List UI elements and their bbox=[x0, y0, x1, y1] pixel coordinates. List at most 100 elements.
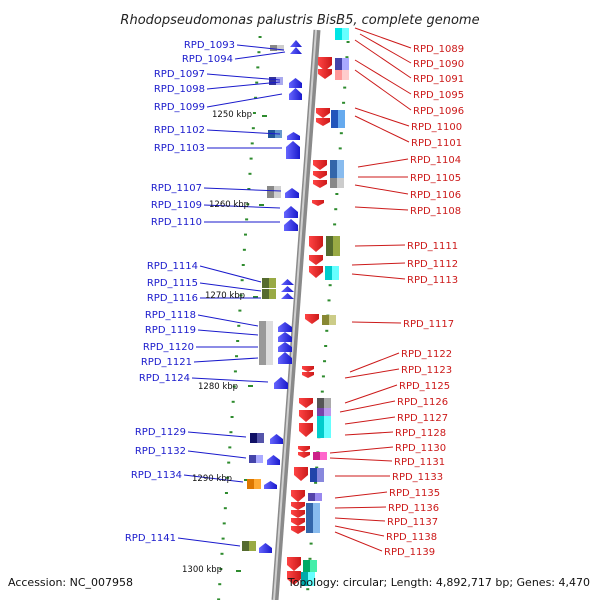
reverse-gene-arrow bbox=[318, 57, 332, 71]
gene-label-right[interactable]: RPD_1105 bbox=[410, 173, 461, 184]
feature-box bbox=[303, 560, 310, 572]
scale-tick bbox=[248, 385, 253, 387]
reverse-gene-arrow bbox=[313, 180, 327, 188]
gene-label-right[interactable]: RPD_1128 bbox=[395, 428, 446, 439]
gene-label-right[interactable]: RPD_1112 bbox=[407, 259, 458, 270]
gene-label-right[interactable]: RPD_1127 bbox=[397, 413, 448, 424]
gene-label-right[interactable]: RPD_1117 bbox=[403, 319, 454, 330]
leader-line bbox=[206, 129, 281, 135]
tick-mark bbox=[224, 492, 228, 494]
tick-mark bbox=[345, 56, 349, 59]
gene-label-right[interactable]: RPD_1122 bbox=[401, 349, 452, 360]
gene-label-left[interactable]: RPD_1129 bbox=[135, 427, 186, 438]
gene-label-left[interactable]: RPD_1116 bbox=[147, 293, 198, 304]
tick-mark bbox=[250, 142, 254, 145]
gene-label-right[interactable]: RPD_1090 bbox=[413, 59, 464, 70]
leader-line bbox=[203, 204, 281, 209]
forward-gene-arrow bbox=[286, 141, 300, 159]
gene-label-left[interactable]: RPD_1110 bbox=[151, 217, 202, 228]
forward-gene-arrow bbox=[281, 279, 294, 285]
tick-mark bbox=[346, 41, 350, 43]
feature-box bbox=[317, 468, 324, 482]
tick-mark bbox=[242, 248, 246, 251]
feature-box bbox=[259, 321, 266, 365]
gene-label-right[interactable]: RPD_1095 bbox=[413, 90, 464, 101]
gene-label-right[interactable]: RPD_1108 bbox=[410, 206, 461, 217]
tick-mark bbox=[220, 552, 224, 555]
gene-label-right[interactable]: RPD_1126 bbox=[397, 397, 448, 408]
gene-label-right[interactable]: RPD_1137 bbox=[387, 517, 438, 528]
gene-label-right[interactable]: RPD_1135 bbox=[389, 488, 440, 499]
leader-line bbox=[183, 474, 244, 483]
gene-label-right[interactable]: RPD_1138 bbox=[386, 532, 437, 543]
gene-label-right[interactable]: RPD_1130 bbox=[395, 443, 446, 454]
leader-line bbox=[359, 33, 412, 64]
tick-mark bbox=[306, 588, 310, 591]
tick-mark bbox=[241, 264, 245, 266]
gene-label-right[interactable]: RPD_1139 bbox=[384, 547, 435, 558]
gene-label-right[interactable]: RPD_1096 bbox=[413, 106, 464, 117]
forward-gene-arrow bbox=[278, 342, 292, 352]
tick-mark bbox=[222, 522, 226, 525]
feature-box bbox=[317, 408, 324, 416]
feature-box bbox=[342, 58, 349, 70]
gene-label-left[interactable]: RPD_1094 bbox=[182, 54, 233, 65]
gene-label-right[interactable]: RPD_1104 bbox=[410, 155, 461, 166]
scale-label: 1280 kbp bbox=[198, 382, 238, 392]
gene-label-left[interactable]: RPD_1099 bbox=[154, 102, 205, 113]
leader-lines bbox=[177, 27, 412, 552]
scale-labels: 1250 kbp 1260 kbp 1270 kbp 1280 kbp 1290… bbox=[182, 110, 252, 575]
gene-label-right[interactable]: RPD_1100 bbox=[411, 122, 462, 133]
gene-label-left[interactable]: RPD_1121 bbox=[141, 357, 192, 368]
gene-label-left[interactable]: RPD_1103 bbox=[154, 143, 205, 154]
scale-label: 1250 kbp bbox=[212, 110, 252, 120]
gene-label-right[interactable]: RPD_1136 bbox=[388, 503, 439, 514]
gene-label-left[interactable]: RPD_1141 bbox=[125, 533, 176, 544]
gene-label-left[interactable]: RPD_1098 bbox=[154, 84, 205, 95]
gene-label-right[interactable]: RPD_1113 bbox=[407, 275, 458, 286]
feature-box bbox=[324, 416, 331, 438]
gene-label-left[interactable]: RPD_1109 bbox=[151, 200, 202, 211]
tick-mark bbox=[246, 203, 250, 206]
feature-box bbox=[267, 186, 274, 198]
tick-mark bbox=[256, 66, 260, 69]
gene-label-right[interactable]: RPD_1106 bbox=[410, 190, 461, 201]
tick-mark bbox=[328, 284, 332, 287]
gene-label-right[interactable]: RPD_1101 bbox=[411, 138, 462, 149]
leader-line bbox=[334, 517, 386, 522]
gene-label-left[interactable]: RPD_1132 bbox=[135, 446, 186, 457]
gene-label-right[interactable]: RPD_1123 bbox=[401, 365, 452, 376]
feature-box bbox=[342, 70, 349, 80]
tick-mark bbox=[252, 112, 256, 114]
gene-label-right[interactable]: RPD_1133 bbox=[392, 472, 443, 483]
feature-box bbox=[315, 493, 322, 501]
feature-box bbox=[310, 560, 317, 572]
gene-label-left[interactable]: RPD_1102 bbox=[154, 125, 205, 136]
forward-gene-arrow bbox=[278, 352, 292, 364]
feature-box bbox=[266, 321, 273, 365]
tick-mark bbox=[343, 86, 347, 89]
gene-label-left[interactable]: RPD_1119 bbox=[145, 325, 196, 336]
reverse-gene-arrow bbox=[309, 266, 323, 278]
forward-gene-arrow bbox=[278, 322, 292, 332]
gene-label-left[interactable]: RPD_1115 bbox=[147, 278, 198, 289]
leader-line bbox=[344, 368, 400, 379]
feature-box bbox=[331, 110, 338, 128]
gene-label-left[interactable]: RPD_1093 bbox=[184, 40, 235, 51]
tick-mark bbox=[219, 568, 223, 570]
gene-label-left[interactable]: RPD_1120 bbox=[143, 342, 194, 353]
gene-label-right[interactable]: RPD_1091 bbox=[413, 74, 464, 85]
gene-label-left[interactable]: RPD_1097 bbox=[154, 69, 205, 80]
gene-label-right[interactable]: RPD_1089 bbox=[413, 44, 464, 55]
gene-label-right[interactable]: RPD_1131 bbox=[394, 457, 445, 468]
gene-label-left[interactable]: RPD_1107 bbox=[151, 183, 202, 194]
feature-box bbox=[337, 160, 344, 178]
gene-label-left[interactable]: RPD_1114 bbox=[147, 261, 198, 272]
gene-label-left[interactable]: RPD_1134 bbox=[131, 470, 182, 481]
gene-label-left[interactable]: RPD_1124 bbox=[139, 373, 190, 384]
scale-label: 1300 kbp bbox=[182, 565, 222, 575]
feature-box bbox=[269, 289, 276, 299]
gene-label-left[interactable]: RPD_1118 bbox=[145, 310, 196, 321]
gene-label-right[interactable]: RPD_1125 bbox=[399, 381, 450, 392]
gene-label-right[interactable]: RPD_1111 bbox=[407, 241, 458, 252]
